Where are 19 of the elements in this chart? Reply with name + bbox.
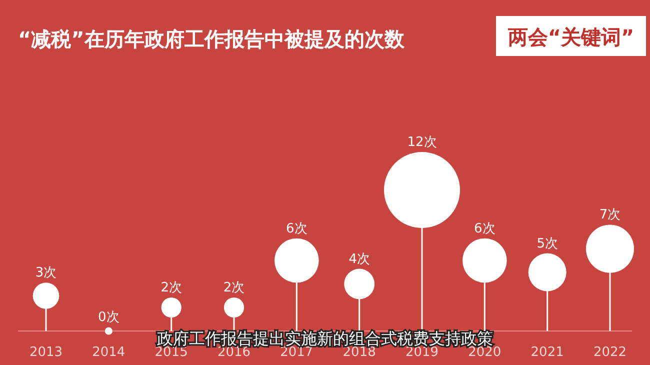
data-label: 2次 (160, 280, 182, 296)
data-label: 12次 (407, 135, 437, 150)
x-tick-label: 2019 (405, 345, 439, 360)
x-tick-label: 2022 (593, 345, 627, 360)
data-label: 7次 (599, 208, 621, 223)
chart-title: “减税”在历年政府工作报告中被提及的次数 (18, 27, 406, 51)
data-label: 3次 (35, 266, 57, 281)
data-label: 6次 (474, 221, 496, 236)
text: 两会“关键词” (506, 25, 634, 49)
data-label: 2次 (223, 280, 245, 296)
data-label: 6次 (286, 221, 308, 236)
x-tick-label: 2018 (342, 345, 376, 360)
data-label: 0次 (98, 310, 120, 326)
x-tick-label: 2013 (29, 345, 63, 360)
x-tick-label: 2021 (530, 345, 564, 360)
data-label: 4次 (348, 252, 370, 267)
x-tick-label: 2020 (468, 345, 502, 360)
data-label: 5次 (536, 236, 558, 252)
x-tick-label: 2014 (92, 345, 126, 360)
